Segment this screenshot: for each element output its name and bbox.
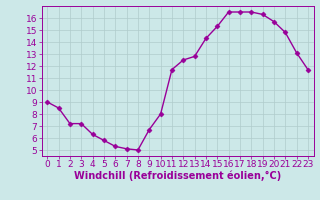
X-axis label: Windchill (Refroidissement éolien,°C): Windchill (Refroidissement éolien,°C): [74, 171, 281, 181]
